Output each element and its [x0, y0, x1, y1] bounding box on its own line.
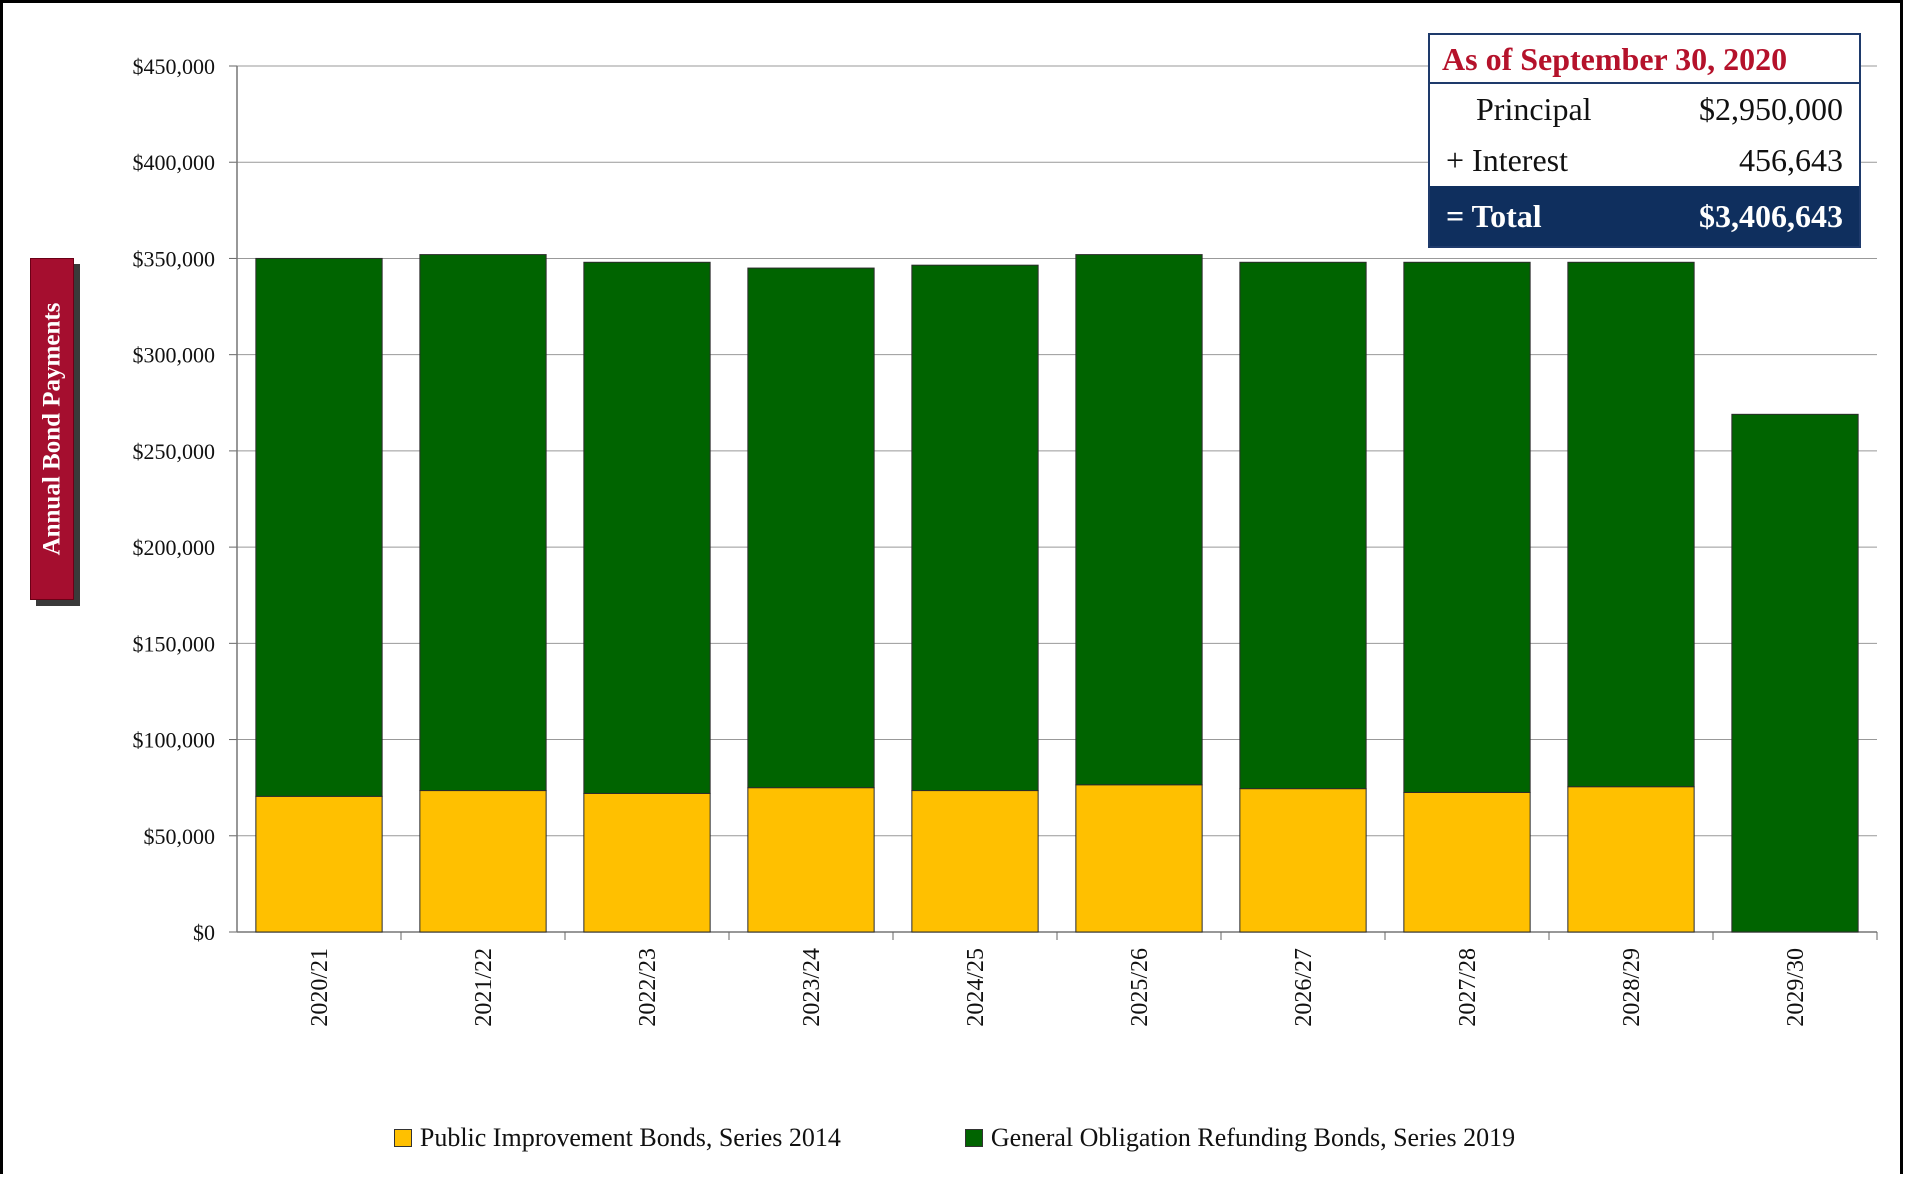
bar-segment-series-2 [1567, 261, 1695, 788]
y-tick-label: $150,000 [133, 631, 216, 656]
x-tick-label: 2023/24 [799, 948, 825, 1027]
x-tick-label: 2025/26 [1127, 948, 1153, 1027]
legend-swatch-series-2014 [393, 1129, 412, 1147]
x-tick-label: 2024/25 [963, 948, 989, 1027]
bar-segment-series-1 [255, 795, 383, 933]
bar-segment-series-1 [1567, 786, 1695, 933]
summary-interest-row: + Interest 456,643 [1430, 135, 1859, 186]
bar-segment-series-2 [1075, 254, 1203, 786]
principal-label: Principal [1476, 91, 1592, 127]
x-tick-label: 2026/27 [1291, 948, 1317, 1027]
x-tick-label: 2027/28 [1455, 948, 1481, 1027]
bar-segment-series-2 [1731, 413, 1859, 933]
summary-total-row: = Total $3,406,643 [1430, 186, 1859, 246]
y-tick-label: $450,000 [133, 54, 216, 79]
legend-label-series-2019: General Obligation Refunding Bonds, Seri… [990, 1123, 1516, 1152]
legend-item-series-2019: General Obligation Refunding Bonds, Seri… [964, 1123, 1516, 1153]
interest-value: 456,643 [1739, 142, 1843, 178]
x-tick-label: 2021/22 [471, 948, 497, 1027]
principal-value: $2,950,000 [1699, 91, 1843, 127]
summary-table: As of September 30, 2020 Principal $2,95… [1428, 33, 1861, 248]
x-tick-label: 2029/30 [1783, 948, 1809, 1027]
y-tick-label: $250,000 [133, 439, 216, 464]
bar-segment-series-1 [1403, 791, 1531, 933]
y-tick-label: $400,000 [133, 150, 216, 175]
bar-segment-series-1 [1239, 788, 1367, 933]
y-tick-label: $0 [193, 920, 215, 945]
summary-title: As of September 30, 2020 [1430, 35, 1859, 84]
bar-segment-series-2 [255, 257, 383, 797]
x-tick-label: 2022/23 [635, 948, 661, 1027]
y-axis-label-box: Annual Bond Payments [30, 258, 74, 600]
bar-segment-series-2 [1239, 261, 1367, 790]
total-value: $3,406,643 [1699, 197, 1843, 234]
total-label: = Total [1446, 197, 1542, 234]
bar-segment-series-1 [747, 787, 875, 933]
legend: Public Improvement Bonds, Series 2014 Ge… [0, 1123, 1909, 1153]
y-tick-label: $300,000 [133, 343, 216, 368]
bar-segment-series-2 [1403, 261, 1531, 793]
bar-segment-series-2 [747, 267, 875, 789]
bar-segment-series-1 [911, 790, 1039, 933]
y-tick-label: $200,000 [133, 535, 216, 560]
y-axis-label: Annual Bond Payments [38, 302, 66, 556]
bar-segment-series-2 [911, 264, 1039, 792]
bar-segment-series-2 [419, 254, 547, 792]
y-tick-label: $100,000 [133, 728, 216, 753]
bar-segment-series-1 [1075, 784, 1203, 933]
y-tick-label: $50,000 [144, 824, 216, 849]
legend-swatch-series-2019 [964, 1129, 983, 1147]
x-tick-label: 2020/21 [307, 948, 333, 1027]
legend-item-series-2014: Public Improvement Bonds, Series 2014 [393, 1123, 841, 1153]
bar-segment-series-2 [583, 261, 711, 794]
summary-principal-row: Principal $2,950,000 [1430, 84, 1859, 135]
y-tick-label: $350,000 [133, 246, 216, 271]
bar-segment-series-1 [419, 790, 547, 933]
legend-label-series-2014: Public Improvement Bonds, Series 2014 [419, 1123, 841, 1152]
bar-segment-series-1 [583, 792, 711, 933]
x-tick-label: 2028/29 [1619, 948, 1645, 1027]
interest-label: + Interest [1446, 142, 1568, 178]
